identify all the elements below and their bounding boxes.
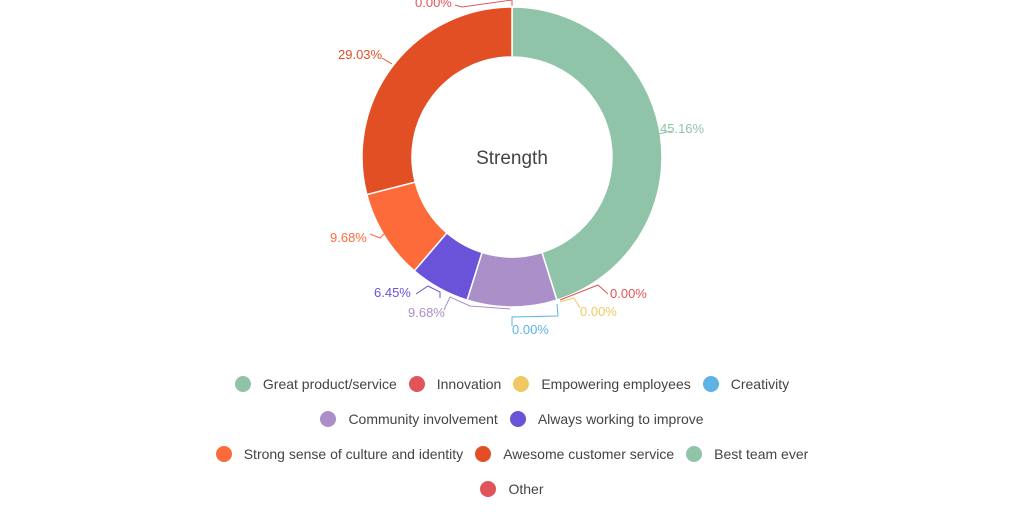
legend-item-creativity[interactable]: Creativity <box>702 375 790 392</box>
legend-label: Creativity <box>730 375 790 392</box>
leader-line <box>443 296 511 311</box>
legend-dot-icon <box>702 375 719 392</box>
legend-item-culture[interactable]: Strong sense of culture and identity <box>215 445 464 462</box>
label-community: 9.68% <box>408 305 445 320</box>
donut-slice[interactable] <box>466 251 558 308</box>
legend-item-best-team[interactable]: Best team ever <box>686 445 809 462</box>
legend-label: Community involvement <box>348 410 498 427</box>
legend-dot-icon <box>215 445 232 462</box>
legend-row-3: Strong sense of culture and identity Awe… <box>0 436 1024 471</box>
donut-slice[interactable] <box>361 6 513 196</box>
legend-item-empowering[interactable]: Empowering employees <box>513 375 691 392</box>
leader-line <box>381 57 393 65</box>
legend-item-awesome-service[interactable]: Awesome customer service <box>475 445 675 462</box>
label-other: 0.00% <box>415 0 452 10</box>
legend-item-innovation[interactable]: Innovation <box>408 375 502 392</box>
legend-row-4: Other <box>0 471 1024 506</box>
leader-line <box>369 231 387 239</box>
donut-slices <box>361 6 663 308</box>
leader-line <box>415 285 441 298</box>
legend-label: Best team ever <box>714 445 809 462</box>
legend-dot-icon <box>475 445 492 462</box>
legend-dot-icon <box>234 375 251 392</box>
legend-label: Always working to improve <box>537 410 704 427</box>
leader-line <box>559 297 581 309</box>
label-empowering: 0.00% <box>580 304 617 319</box>
legend-label: Awesome customer service <box>503 445 675 462</box>
label-great-product: 45.16% <box>660 121 705 136</box>
chart-legend: Great product/service Innovation Empower… <box>0 366 1024 506</box>
legend-label: Empowering employees <box>541 375 691 392</box>
chart-title: Strength <box>476 148 548 169</box>
leader-line <box>454 0 513 8</box>
legend-item-community[interactable]: Community involvement <box>320 410 498 427</box>
label-awesome-service: 29.03% <box>338 47 383 62</box>
label-leader-lines <box>369 0 673 326</box>
legend-dot-icon <box>320 410 337 427</box>
legend-dot-icon <box>513 375 530 392</box>
label-always-improve: 6.45% <box>374 285 411 300</box>
legend-dot-icon <box>686 445 703 462</box>
legend-label: Other <box>508 480 544 497</box>
legend-row-2: Community involvement Always working to … <box>0 401 1024 436</box>
label-culture: 9.68% <box>330 230 367 245</box>
donut-chart: Strength 45.16% 0.00% 0.00% 0.00% 9.68% … <box>330 0 705 337</box>
legend-label: Strong sense of culture and identity <box>243 445 464 462</box>
legend-label: Great product/service <box>262 375 397 392</box>
leader-line <box>511 303 559 326</box>
legend-dot-icon <box>480 480 497 497</box>
label-innovation: 0.00% <box>610 286 647 301</box>
legend-item-great-product[interactable]: Great product/service <box>234 375 397 392</box>
leader-line <box>559 284 609 301</box>
legend-dot-icon <box>408 375 425 392</box>
legend-dot-icon <box>509 410 526 427</box>
donut-slice[interactable] <box>511 6 663 302</box>
leader-line <box>657 130 673 135</box>
legend-item-other[interactable]: Other <box>480 480 544 497</box>
label-creativity: 0.00% <box>512 322 549 337</box>
legend-row-1: Great product/service Innovation Empower… <box>0 366 1024 401</box>
legend-item-always-improve[interactable]: Always working to improve <box>509 410 704 427</box>
legend-label: Innovation <box>436 375 502 392</box>
